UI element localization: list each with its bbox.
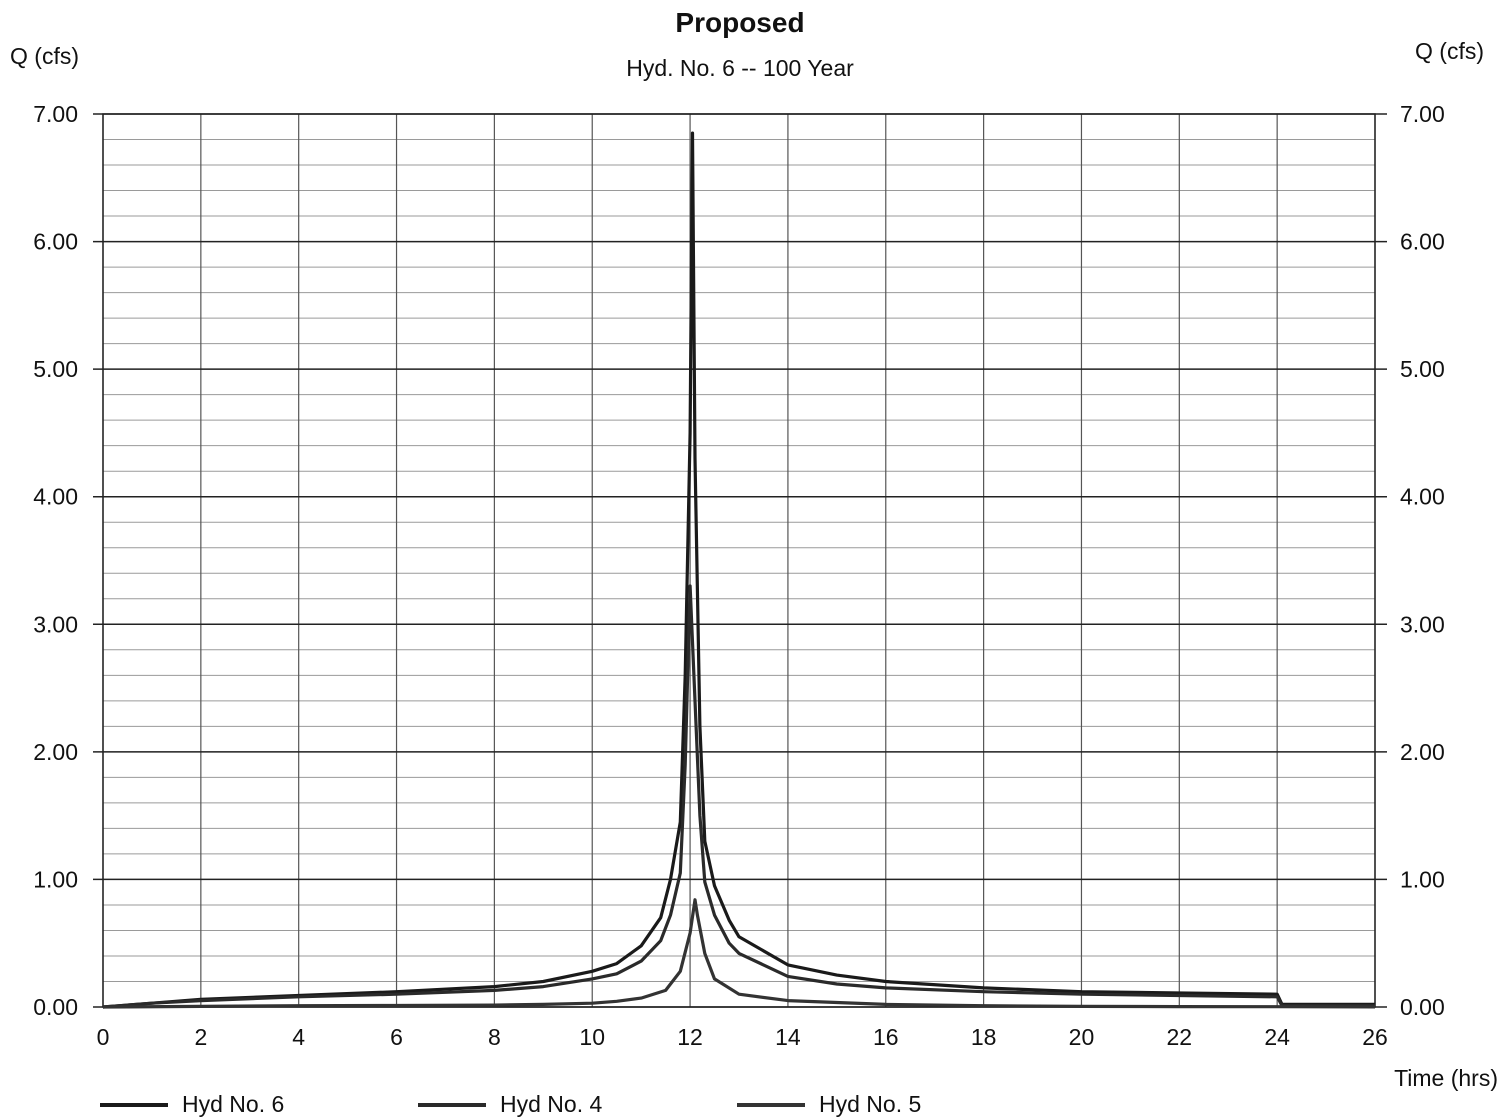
x-tick-label: 4 — [292, 1024, 305, 1050]
y-tick-label-left: 7.00 — [33, 101, 78, 127]
y-tick-label-right: 6.00 — [1400, 229, 1445, 255]
legend: Hyd No. 6 Hyd No. 4 Hyd No. 5 — [100, 1091, 921, 1117]
grid-layer — [93, 113, 1387, 1008]
y-tick-label-left: 5.00 — [33, 356, 78, 382]
chart-title: Proposed — [675, 7, 804, 38]
x-tick-label: 24 — [1264, 1024, 1290, 1050]
x-tick-label: 0 — [97, 1024, 110, 1050]
x-tick-label: 8 — [488, 1024, 501, 1050]
series-line-3 — [102, 898, 1376, 1009]
y-axis-label-right: Q (cfs) — [1415, 38, 1484, 64]
y-tick-label-left: 4.00 — [33, 484, 78, 510]
x-tick-label: 18 — [971, 1024, 997, 1050]
x-tick-label: 2 — [194, 1024, 207, 1050]
y-tick-label-left: 3.00 — [33, 611, 78, 637]
legend-label: Hyd No. 6 — [182, 1091, 284, 1117]
x-tick-label: 6 — [390, 1024, 403, 1050]
y-tick-label-left: 0.00 — [33, 994, 78, 1020]
series-line-2 — [102, 584, 1375, 1009]
y-tick-label-right: 5.00 — [1400, 356, 1445, 382]
y-tick-label-right: 4.00 — [1400, 484, 1445, 510]
x-tick-label: 26 — [1362, 1024, 1388, 1050]
y-tick-label-right: 3.00 — [1400, 611, 1445, 637]
x-tick-label: 12 — [677, 1024, 703, 1050]
chart-subtitle: Hyd. No. 6 -- 100 Year — [626, 55, 854, 81]
plot-frame — [102, 113, 1376, 1008]
tick-layer: 0.00 0.00 1.00 1.00 2.00 2.00 3.00 3.00 4.00 4.00… — [33, 101, 1445, 1050]
y-tick-label-left: 2.00 — [33, 739, 78, 765]
x-tick-label: 10 — [579, 1024, 605, 1050]
x-tick-label: 14 — [775, 1024, 801, 1050]
x-axis-label: Time (hrs) — [1394, 1065, 1498, 1091]
legend-label: Hyd No. 5 — [819, 1091, 921, 1117]
y-tick-label-right: 0.00 — [1400, 994, 1445, 1020]
x-tick-label: 22 — [1167, 1024, 1193, 1050]
series-layer — [102, 131, 1376, 1009]
legend-label: Hyd No. 4 — [500, 1091, 602, 1117]
y-axis-label-left: Q (cfs) — [10, 43, 79, 69]
x-tick-label: 16 — [873, 1024, 899, 1050]
y-tick-label-right: 7.00 — [1400, 101, 1445, 127]
y-tick-label-right: 2.00 — [1400, 739, 1445, 765]
y-tick-label-right: 1.00 — [1400, 866, 1445, 892]
y-tick-label-left: 6.00 — [33, 229, 78, 255]
y-tick-label-left: 1.00 — [33, 866, 78, 892]
x-tick-label: 20 — [1069, 1024, 1095, 1050]
series-line-1 — [102, 131, 1375, 1009]
